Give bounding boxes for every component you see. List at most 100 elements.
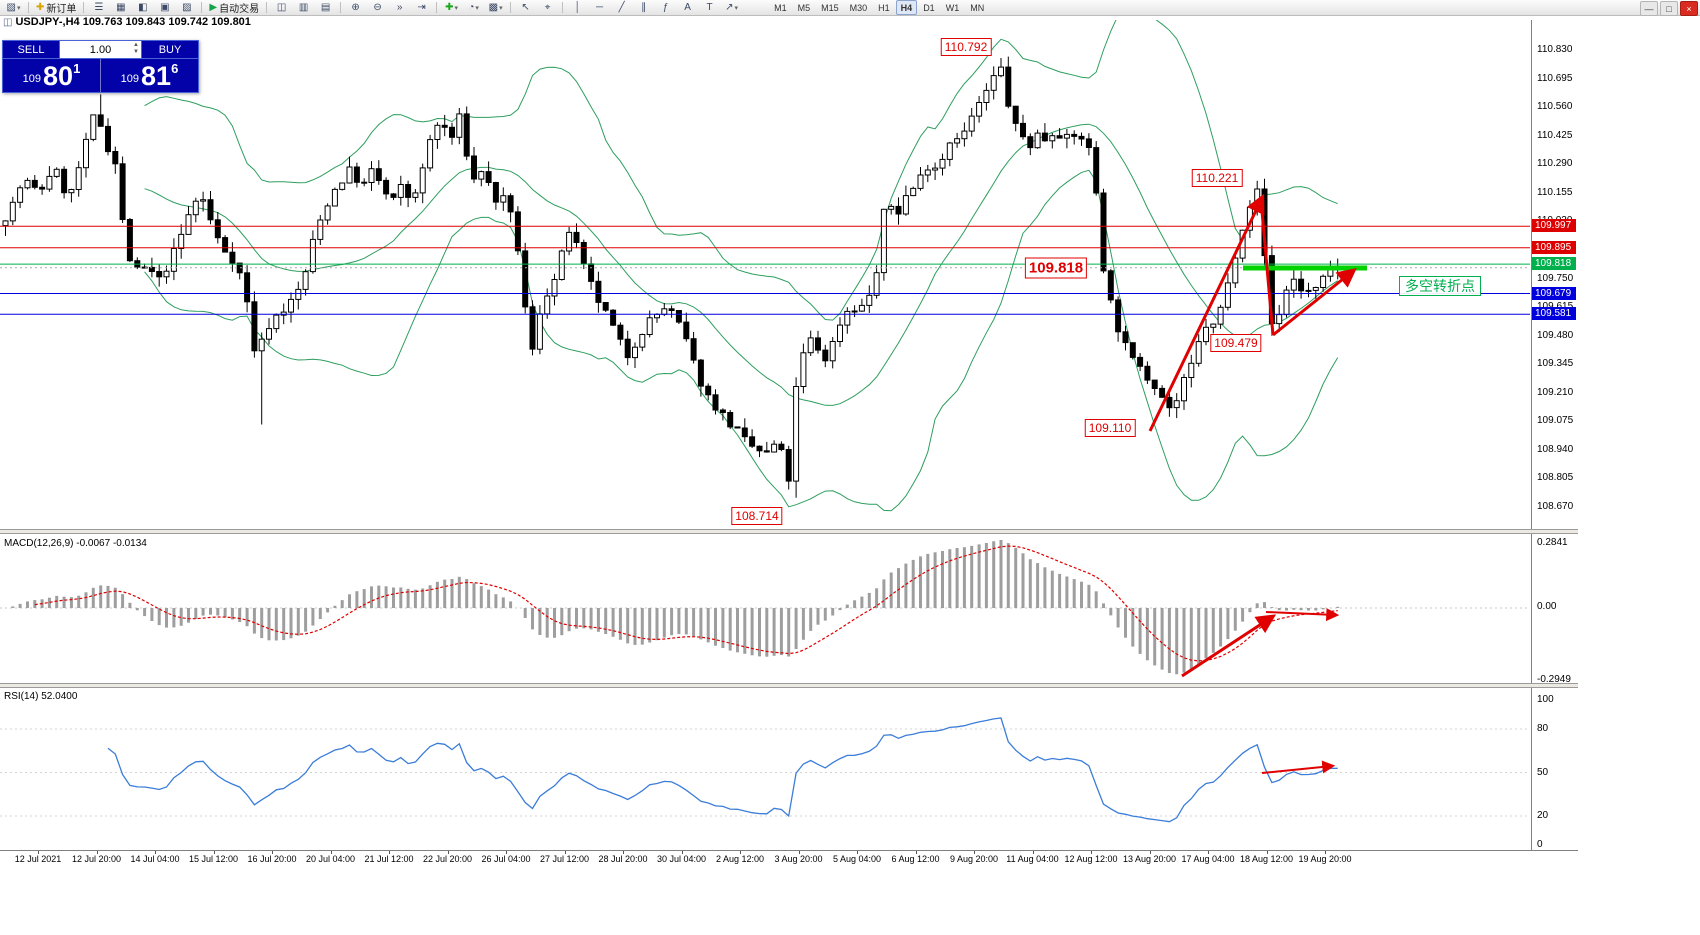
buy-button[interactable]: BUY xyxy=(142,41,198,58)
price-tag-109.895: 109.895 xyxy=(1532,240,1576,254)
price-flag-109.818[interactable]: 109.818 xyxy=(1024,257,1088,279)
buy-price-button[interactable]: 109 81 6 xyxy=(100,59,198,92)
periods-button[interactable]: ◔ ▾ xyxy=(463,0,484,15)
data-window-button[interactable]: ▦ xyxy=(110,0,131,15)
maximize-button[interactable]: □ xyxy=(1660,1,1678,16)
cursor-button[interactable]: ↖ xyxy=(515,0,536,15)
rsi-scale-label: 20 xyxy=(1537,810,1549,821)
macd-pane-splitter[interactable] xyxy=(0,529,1578,534)
rsi-pane-splitter[interactable] xyxy=(0,683,1578,688)
drawn-objects[interactable] xyxy=(1148,193,1367,774)
dropdown-caret-icon: ▾ xyxy=(734,4,739,12)
equidistant-channel-button[interactable]: ∥ xyxy=(633,0,654,15)
time-tick xyxy=(1325,851,1326,854)
crosshair-icon: ⌖ xyxy=(544,1,551,13)
zoom-in-button[interactable]: ⊕ xyxy=(345,0,366,15)
red-trend-arrow-4[interactable] xyxy=(1181,614,1277,678)
timeframe-w1-button[interactable]: W1 xyxy=(945,2,960,13)
candlestick-chart-icon: ◫ xyxy=(3,16,13,28)
horizontal-line-icon: ─ xyxy=(596,1,604,13)
minimize-button[interactable]: — xyxy=(1640,1,1658,16)
bull-bear-turning-point-note[interactable]: 多空转折点 xyxy=(1399,276,1481,296)
timeframe-m30-button[interactable]: M30 xyxy=(849,2,868,13)
timeframe-mn-button[interactable]: MN xyxy=(970,2,985,13)
zoom-in-icon: ⊕ xyxy=(351,1,360,13)
trendline-button[interactable]: ╱ xyxy=(611,0,632,15)
sell-button[interactable]: SELL xyxy=(3,41,59,58)
spinner-down-icon[interactable]: ▼ xyxy=(133,49,139,55)
time-axis-label: 22 Jul 20:00 xyxy=(422,854,473,864)
macd-scale-label: 0.00 xyxy=(1537,601,1557,612)
spinner-up-icon[interactable]: ▲ xyxy=(133,42,139,48)
price-tag-109.997: 109.997 xyxy=(1532,219,1576,233)
one-click-trading-panel: SELL 1.00 ▲ ▼ BUY 109 80 1 109 81 6 xyxy=(2,40,199,93)
autotrading-button[interactable]: ▶ 自动交易 xyxy=(206,0,262,16)
templates-button[interactable]: ▩ ▾ xyxy=(485,0,506,15)
timeframe-d1-button[interactable]: D1 xyxy=(923,2,935,13)
crosshair-button[interactable]: ⌖ xyxy=(537,0,558,15)
lot-size-field[interactable]: 1.00 ▲ ▼ xyxy=(59,41,142,58)
tile-vertically-button[interactable]: ▤ xyxy=(315,0,336,15)
new-chart-button[interactable]: ▧ ▾ xyxy=(3,0,24,15)
vertical-line-button[interactable]: │ xyxy=(567,0,588,15)
text-label-button[interactable]: T xyxy=(699,0,720,15)
time-axis-label: 28 Jul 20:00 xyxy=(598,854,648,864)
tile-horizontally-button[interactable]: ▥ xyxy=(293,0,314,15)
terminal-button[interactable]: ▣ xyxy=(154,0,175,15)
market-watch-icon: ☰ xyxy=(94,1,104,13)
toolbar-separator xyxy=(340,2,342,13)
trendline-icon: ╱ xyxy=(618,1,625,13)
timeframe-m5-button[interactable]: M5 xyxy=(797,2,811,13)
price-flag-108.714[interactable]: 108.714 xyxy=(731,507,783,525)
time-axis-label: 21 Jul 12:00 xyxy=(364,854,414,864)
zoom-out-button[interactable]: ⊖ xyxy=(367,0,388,15)
toolbar-separator xyxy=(510,2,512,13)
red-trend-arrow-6[interactable] xyxy=(1261,760,1336,774)
time-axis[interactable]: 12 Jul 2021 12 Jul 20:00 14 Jul 04:00 15 Ju… xyxy=(0,850,1578,867)
tile-vertically-icon: ▤ xyxy=(320,1,331,13)
red-trend-arrow-1[interactable] xyxy=(1148,193,1265,432)
text-button[interactable]: A xyxy=(677,0,698,15)
toolbar-separator xyxy=(266,2,268,13)
timeframe-m1-button[interactable]: M1 xyxy=(774,2,787,13)
horizontal-level-lines[interactable] xyxy=(0,225,1530,315)
chart-canvas[interactable] xyxy=(0,20,1530,850)
price-axis-label: 108.670 xyxy=(1537,501,1574,512)
red-trend-arrow-3[interactable] xyxy=(1272,267,1357,337)
red-trend-arrow-5[interactable] xyxy=(1265,608,1340,622)
navigator-button[interactable]: ◧ xyxy=(132,0,153,15)
chart-shift-button[interactable]: ⇥ xyxy=(411,0,432,15)
toolbar-separator xyxy=(562,2,564,13)
price-flag-109.479[interactable]: 109.479 xyxy=(1210,334,1262,352)
arrows-tool-button[interactable]: ↗ ▾ xyxy=(721,0,742,15)
toolbar-separator xyxy=(436,2,438,13)
time-tick xyxy=(857,851,858,854)
bollinger-bands xyxy=(144,20,1339,512)
price-flag-110.221[interactable]: 110.221 xyxy=(1191,169,1243,187)
lot-size-value: 1.00 xyxy=(89,43,112,56)
price-flag-109.110[interactable]: 109.110 xyxy=(1084,419,1136,437)
horizontal-line-button[interactable]: ─ xyxy=(589,0,610,15)
indicators-button[interactable]: ✚ ▾ xyxy=(441,0,462,15)
timeframe-m15-button[interactable]: M15 xyxy=(821,2,839,13)
auto-scroll-button[interactable]: » xyxy=(389,0,410,15)
close-button[interactable]: × xyxy=(1680,1,1698,16)
cascade-windows-button[interactable]: ◫ xyxy=(271,0,292,15)
macd-scale-label: -0.2949 xyxy=(1537,674,1571,685)
dropdown-caret-icon: ▾ xyxy=(499,4,503,12)
time-tick xyxy=(681,851,683,854)
timeframe-h4-button[interactable]: H4 xyxy=(895,0,918,15)
new-order-button[interactable]: ✚ 新订单 xyxy=(33,0,79,16)
time-axis-label: 14 Jul 04:00 xyxy=(130,854,180,864)
price-flag-110.792[interactable]: 110.792 xyxy=(940,38,992,56)
sell-price-button[interactable]: 109 80 1 xyxy=(3,59,100,92)
symbol-ohlc-text: USDJPY-,H4 109.763 109.843 109.742 109.8… xyxy=(15,16,251,28)
red-trend-arrow-2[interactable] xyxy=(1259,199,1275,336)
lot-spinner[interactable]: ▲ ▼ xyxy=(133,42,139,56)
time-axis-label: 13 Aug 20:00 xyxy=(1122,854,1177,864)
timeframe-h1-button[interactable]: H1 xyxy=(878,2,890,13)
price-axis-label: 108.940 xyxy=(1537,443,1574,455)
market-watch-button[interactable]: ☰ xyxy=(88,0,109,15)
fibonacci-button[interactable]: ƒ xyxy=(655,0,676,15)
strategy-tester-button[interactable]: ▨ xyxy=(176,0,197,15)
